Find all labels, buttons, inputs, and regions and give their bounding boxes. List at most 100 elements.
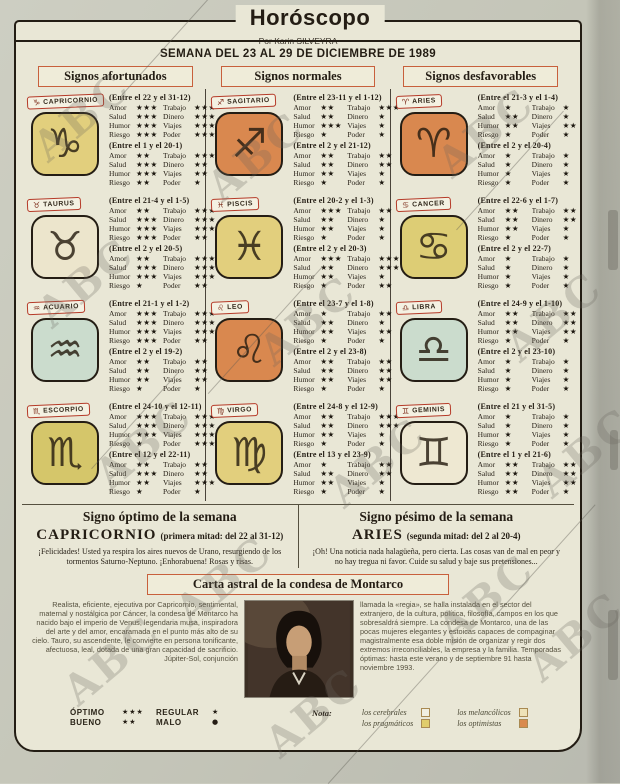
zodiac-glyph-icon: ♐	[217, 97, 225, 108]
rating-row: Salud ★★ Dinero ★	[293, 112, 388, 121]
rating-period: (Entre el 1 y el 20-1) Amor ★★ Trabajo ★★★ …	[109, 141, 215, 187]
rating-row: Humor ★★★ Viajes ★★★	[109, 121, 215, 130]
rating-period: (Entre el 21-1 y el 1-2) Amor ★★★ Trabajo ★…	[109, 299, 215, 345]
sign-illustration: ♑	[31, 112, 99, 176]
rating-stars: ★	[320, 281, 328, 290]
rating-stars: ★★	[504, 224, 520, 233]
rating-row: Humor ★★★ Viajes ★	[293, 121, 388, 130]
rating-label: Humor	[293, 327, 315, 336]
rating-label: Salud	[293, 160, 311, 169]
rating-stars: ★	[562, 103, 570, 112]
column-headers: Signos afortunados Signos normales Signo…	[24, 66, 572, 87]
rating-row: Salud ★ Dinero ★	[478, 160, 573, 169]
rating-stars: ★★	[562, 318, 578, 327]
rating-label: Humor	[293, 169, 315, 178]
rating-row: Humor ★★ Viajes ★★	[478, 478, 577, 487]
rating-stars: ★	[504, 375, 512, 384]
note-column: los melancólicos los optimistas	[457, 708, 529, 728]
rating-stars: ★★★	[194, 254, 216, 263]
rating-label: Riesgo	[293, 336, 315, 345]
rating-period: (Entre el 13 y el 23-9) Amor ★ Trabajo ★★ S…	[293, 450, 392, 496]
rating-period: (Entre el 23-7 y el 1-8) Amor ★ Trabajo ★★ …	[293, 299, 392, 345]
rating-label: Amor	[293, 309, 311, 318]
rating-row: Riesgo ★ Poder ★	[293, 233, 388, 242]
rating-period: (Entre el 2 y el 20-5) Amor ★★ Trabajo ★★★ …	[109, 244, 215, 290]
rating-row: Salud ★★ Dinero ★	[293, 215, 388, 224]
rating-stars: ★★	[136, 206, 151, 215]
rating-stars: ★	[504, 421, 512, 430]
rating-stars: ★★★	[136, 224, 158, 233]
rating-label: Dinero	[531, 469, 553, 478]
sign-illustration: ♋	[399, 215, 468, 279]
rating-row: Riesgo ★★ Poder ★	[478, 487, 573, 496]
rating-period: (Entre el 24-9 y el 1-10) Amor ★★ Trabajo ★…	[478, 299, 577, 345]
sign-block: ♒ ACUARIO ♒ (Entre el 21-1 y el 1-2) Amo…	[22, 295, 215, 398]
rating-stars: ★★★	[378, 103, 400, 112]
rating-label: Dinero	[347, 263, 369, 272]
rating-stars: ★★★	[320, 254, 342, 263]
rating-label: Poder	[347, 130, 365, 139]
rating-row: Humor ★★ Viajes ★	[293, 430, 388, 439]
zodiac-art-icon: ♍	[231, 430, 268, 476]
rating-stars: ★	[378, 318, 386, 327]
rating-label: Amor	[477, 460, 496, 469]
rating-stars: ★★★	[194, 130, 216, 139]
rating-label: Amor	[109, 103, 127, 112]
page-edge-shading	[586, 0, 620, 783]
rating-stars: ★	[378, 384, 386, 393]
rating-label: Salud	[477, 469, 495, 478]
rating-stars: ★★	[194, 366, 209, 375]
weekly-verdicts: Signo óptimo de la semana CAPRICORNIO (p…	[22, 504, 574, 568]
rating-label: Riesgo	[477, 178, 499, 187]
sign-illustration: ♉	[31, 215, 99, 279]
rating-stars: ★	[320, 130, 328, 139]
sign-name: VIRGO	[227, 406, 253, 415]
rating-row: Riesgo ★ Poder ★	[478, 336, 573, 345]
rating-label: Salud	[477, 160, 495, 169]
rating-stars: ★	[136, 384, 144, 393]
rating-stars: ★★★	[320, 206, 342, 215]
rating-stars: ★★	[378, 281, 393, 290]
rating-stars: ★★	[378, 151, 393, 160]
rating-stars: ★	[562, 130, 570, 139]
rating-row: Amor ★★ Trabajo ★★	[109, 357, 208, 366]
rating-label: Trabajo	[531, 254, 555, 263]
rating-label: Viajes	[531, 327, 551, 336]
legend: ÓPTIMO ★★★ REGULAR ★ BUENO ★★ MALO ● Not…	[22, 706, 574, 728]
rating-stars: ★	[504, 412, 512, 421]
rating-label: Trabajo	[163, 357, 187, 366]
rating-label: Poder	[347, 384, 365, 393]
rating-label: Trabajo	[347, 460, 371, 469]
sign-name: ACUARIO	[43, 302, 80, 312]
rating-row: Amor ★★ Trabajo ★★	[109, 460, 208, 469]
pesimo-block: Signo pésimo de la semana ARIES (segunda…	[297, 505, 575, 568]
sign-badge: ♒ ACUARIO	[26, 299, 86, 316]
date-range: (Entre el 21-3 y el 1-4)	[477, 93, 559, 102]
zodiac-art-icon: ♒	[47, 327, 83, 373]
rating-label: Humor	[109, 430, 131, 439]
sign-name: TAURUS	[43, 200, 75, 209]
rating-label: Trabajo	[163, 460, 187, 469]
rating-row: Amor ★★★ Trabajo ★★★	[109, 412, 215, 421]
signs-grid: ♑ CAPRICORNIO ♑ (Entre el 22 y el 31-12)…	[22, 89, 577, 501]
carta-left-text: Realista, eficiente, ejecutiva por Capri…	[32, 600, 238, 663]
rating-row: Amor ★ Trabajo ★	[478, 412, 573, 421]
rating-stars: ★★	[504, 478, 520, 487]
week-heading: SEMANA DEL 23 AL 29 DE DICIEMBRE DE 1989	[159, 48, 437, 60]
rating-row: Humor ★★ Viajes ★★	[109, 375, 208, 384]
rating-row: Amor ★★ Trabajo ★★	[478, 206, 577, 215]
date-range: (Entre el 2 y el 23-8)	[293, 347, 367, 356]
sign-badge: ♌ LEO	[211, 300, 250, 315]
rating-row: Humor ★★ Viajes ★	[293, 272, 388, 281]
page-edge-mark	[608, 610, 618, 680]
rating-row: Amor ★★ Trabajo ★★★	[293, 103, 399, 112]
rating-label: Viajes	[163, 478, 182, 487]
rating-label: Amor	[109, 412, 127, 421]
rating-row: Amor ★★★ Trabajo ★★★	[109, 309, 215, 318]
rating-stars: ★★	[320, 263, 335, 272]
sign-badge: ♋ CANCER	[395, 196, 451, 213]
date-range: (Entre el 12 y el 22-11)	[109, 450, 191, 459]
rating-stars: ★★	[562, 309, 578, 318]
rating-label: Dinero	[163, 366, 184, 375]
rating-stars: ★	[194, 384, 202, 393]
